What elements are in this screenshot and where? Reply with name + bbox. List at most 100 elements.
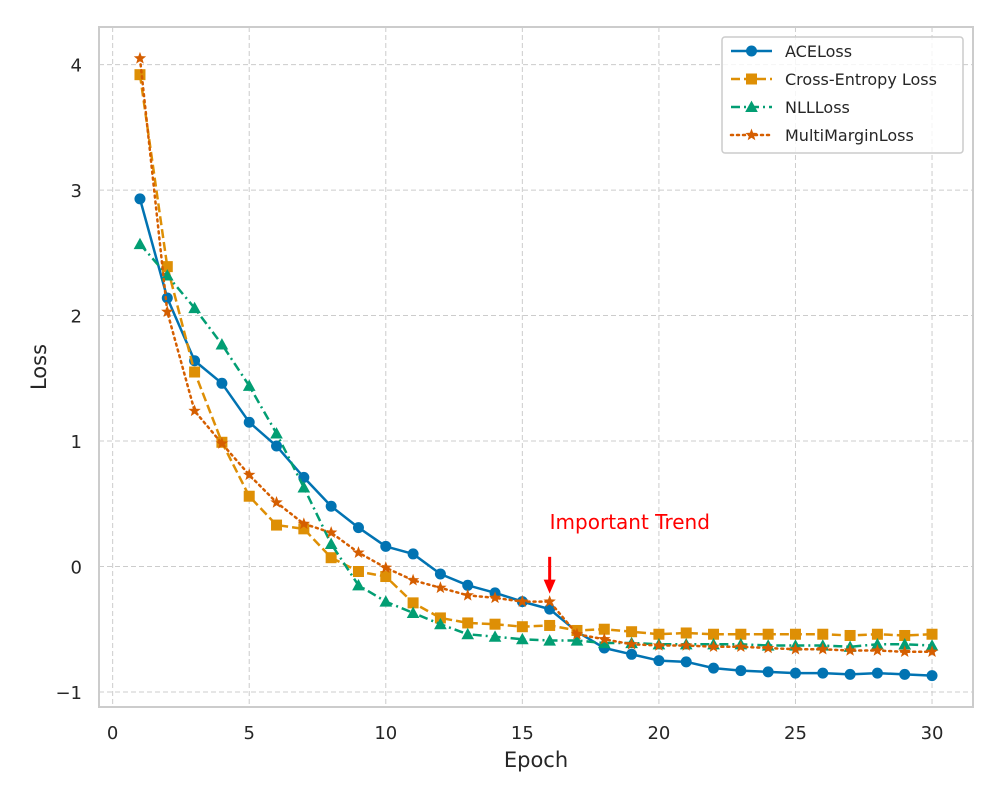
data-point bbox=[789, 667, 801, 679]
data-point bbox=[352, 578, 365, 591]
data-point bbox=[625, 637, 638, 650]
data-point bbox=[461, 627, 475, 640]
legend-items: ACELoss Cross-Entropy Loss NLLLoss MultiMar… bbox=[729, 42, 937, 145]
data-point bbox=[325, 500, 337, 512]
data-point bbox=[215, 338, 229, 350]
series-nllloss bbox=[133, 237, 939, 652]
series-aceloss bbox=[134, 193, 938, 682]
data-point bbox=[817, 667, 829, 679]
data-point bbox=[707, 640, 720, 653]
data-point bbox=[407, 597, 419, 609]
series-cross-entropy-loss bbox=[134, 69, 938, 641]
data-point bbox=[817, 628, 829, 640]
data-point bbox=[134, 69, 146, 81]
data-point bbox=[243, 468, 256, 481]
grid bbox=[99, 27, 973, 707]
data-point bbox=[898, 637, 912, 650]
data-point bbox=[380, 540, 392, 552]
legend-entry: NLLLoss bbox=[731, 98, 850, 117]
legend-marker bbox=[746, 73, 757, 85]
y-tick-label: −1 bbox=[55, 683, 82, 704]
data-point bbox=[626, 626, 638, 638]
legend-entry: ACELoss bbox=[731, 42, 852, 61]
data-point bbox=[735, 628, 747, 640]
data-point bbox=[543, 595, 556, 607]
data-point bbox=[516, 632, 529, 645]
data-point bbox=[516, 621, 528, 633]
data-point bbox=[899, 668, 911, 680]
data-point bbox=[297, 517, 311, 530]
data-point bbox=[762, 628, 774, 640]
x-axis-label: Epoch bbox=[504, 748, 568, 772]
data-point bbox=[898, 645, 911, 658]
data-point bbox=[243, 490, 255, 502]
x-tick-label: 5 bbox=[243, 723, 254, 744]
data-point bbox=[789, 642, 802, 655]
data-point bbox=[160, 269, 174, 281]
data-point bbox=[324, 537, 338, 549]
y-tick-label: 4 bbox=[71, 56, 82, 77]
data-point bbox=[406, 606, 420, 618]
data-point bbox=[297, 481, 311, 493]
data-point bbox=[926, 670, 938, 682]
data-point bbox=[816, 642, 829, 655]
data-point bbox=[653, 655, 665, 667]
series-line bbox=[138, 57, 934, 654]
legend-label: NLLLoss bbox=[785, 98, 850, 117]
series-line bbox=[138, 74, 933, 637]
data-point bbox=[734, 640, 748, 653]
legend: ACELoss Cross-Entropy Loss NLLLoss MultiMar… bbox=[721, 36, 964, 154]
data-point bbox=[544, 603, 556, 615]
data-point bbox=[680, 627, 692, 639]
data-point bbox=[270, 427, 283, 439]
data-point bbox=[871, 637, 884, 650]
data-point bbox=[544, 619, 556, 631]
data-point bbox=[925, 639, 939, 651]
data-point bbox=[434, 617, 447, 630]
data-point bbox=[489, 618, 501, 630]
y-tick-label: 2 bbox=[71, 307, 82, 328]
data-point bbox=[597, 636, 611, 649]
legend-box bbox=[721, 36, 964, 154]
series-line bbox=[138, 198, 933, 677]
y-tick-label: 0 bbox=[71, 557, 82, 578]
data-point bbox=[215, 437, 229, 449]
data-point bbox=[133, 237, 147, 250]
data-point bbox=[271, 440, 283, 452]
data-point bbox=[133, 51, 147, 64]
data-point bbox=[161, 261, 173, 273]
annotation-text: Important Trend bbox=[550, 510, 710, 534]
data-point bbox=[789, 628, 801, 640]
data-point bbox=[216, 377, 228, 389]
data-point bbox=[926, 628, 938, 640]
data-point bbox=[899, 629, 911, 641]
annotation: Important Trend bbox=[543, 510, 710, 594]
data-point bbox=[352, 566, 364, 578]
legend-entry: MultiMarginLoss bbox=[729, 126, 914, 145]
x-tick-label: 30 bbox=[921, 723, 944, 744]
legend-marker bbox=[745, 100, 758, 113]
data-point bbox=[626, 648, 638, 660]
data-point bbox=[270, 496, 283, 508]
data-point bbox=[843, 644, 857, 656]
data-point bbox=[352, 522, 364, 534]
legend-entry: Cross-Entropy Loss bbox=[731, 70, 937, 89]
y-axis-label: Loss bbox=[27, 344, 51, 390]
annotation-arrow-head bbox=[543, 579, 556, 594]
data-point bbox=[708, 628, 720, 640]
series-layer bbox=[133, 51, 939, 682]
data-point bbox=[680, 656, 692, 668]
data-point bbox=[762, 666, 774, 678]
y-tick-label: 3 bbox=[71, 181, 82, 202]
data-point bbox=[324, 526, 338, 538]
data-point bbox=[161, 305, 174, 318]
series-multimarginloss bbox=[133, 51, 939, 658]
x-tick-label: 0 bbox=[107, 723, 118, 744]
data-point bbox=[352, 546, 365, 558]
data-point bbox=[761, 641, 775, 654]
data-point bbox=[434, 568, 446, 580]
data-point bbox=[598, 632, 611, 645]
data-point bbox=[735, 665, 747, 677]
data-point bbox=[379, 561, 392, 573]
